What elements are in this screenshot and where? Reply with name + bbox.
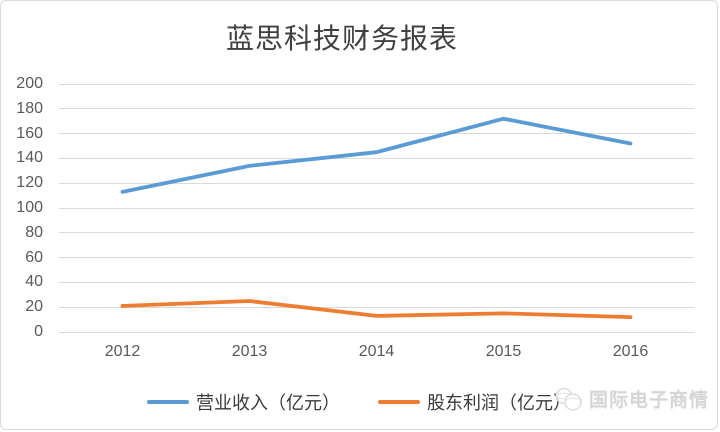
x-axis-tick-label: 2012 xyxy=(104,343,141,360)
legend-item-revenue: 营业收入（亿元） xyxy=(147,389,340,415)
y-axis-tick-label: 60 xyxy=(25,248,43,266)
gridline xyxy=(59,232,694,234)
gridline xyxy=(59,83,694,85)
legend-item-profit: 股东利润（亿元） xyxy=(378,389,571,415)
gridline xyxy=(59,257,694,259)
watermark-text: 国际电子商情 xyxy=(588,390,709,411)
y-axis-tick-label: 120 xyxy=(16,174,43,192)
x-axis-tick-label: 2016 xyxy=(612,343,649,360)
y-axis-tick-label: 140 xyxy=(16,149,43,167)
globe-icon xyxy=(555,387,582,411)
gridline xyxy=(59,331,694,333)
watermark: 国际电子商情 xyxy=(553,385,709,412)
profit-line xyxy=(120,299,633,320)
y-axis-tick-label: 180 xyxy=(16,99,43,117)
gridline xyxy=(59,157,694,159)
legend: 营业收入（亿元） 股东利润（亿元） xyxy=(1,389,717,415)
y-axis-tick-label: 160 xyxy=(16,124,43,142)
gridline xyxy=(59,207,694,209)
profit-line-swatch xyxy=(378,400,420,404)
gridline xyxy=(59,108,694,110)
gridline xyxy=(59,182,694,184)
y-axis-tick-label: 0 xyxy=(34,323,43,340)
legend-label-profit: 股东利润（亿元） xyxy=(427,393,571,413)
x-axis-tick-label: 2013 xyxy=(231,343,268,360)
legend-label-revenue: 营业收入（亿元） xyxy=(196,393,340,413)
gridline xyxy=(59,133,694,135)
revenue-line-swatch xyxy=(147,400,189,404)
chart-title: 蓝思科技财务报表 xyxy=(225,24,458,55)
y-axis-tick-label: 40 xyxy=(25,273,43,291)
y-axis-tick-label: 200 xyxy=(16,75,43,92)
gridline xyxy=(59,306,694,308)
y-axis-tick-label: 20 xyxy=(25,298,43,316)
revenue-line xyxy=(120,116,633,194)
x-axis-tick-label: 2014 xyxy=(358,343,395,360)
x-axis-tick-label: 2015 xyxy=(485,343,522,360)
y-axis-tick-label: 80 xyxy=(25,223,43,241)
gridline xyxy=(59,281,694,283)
y-axis-tick-label: 100 xyxy=(16,199,43,216)
